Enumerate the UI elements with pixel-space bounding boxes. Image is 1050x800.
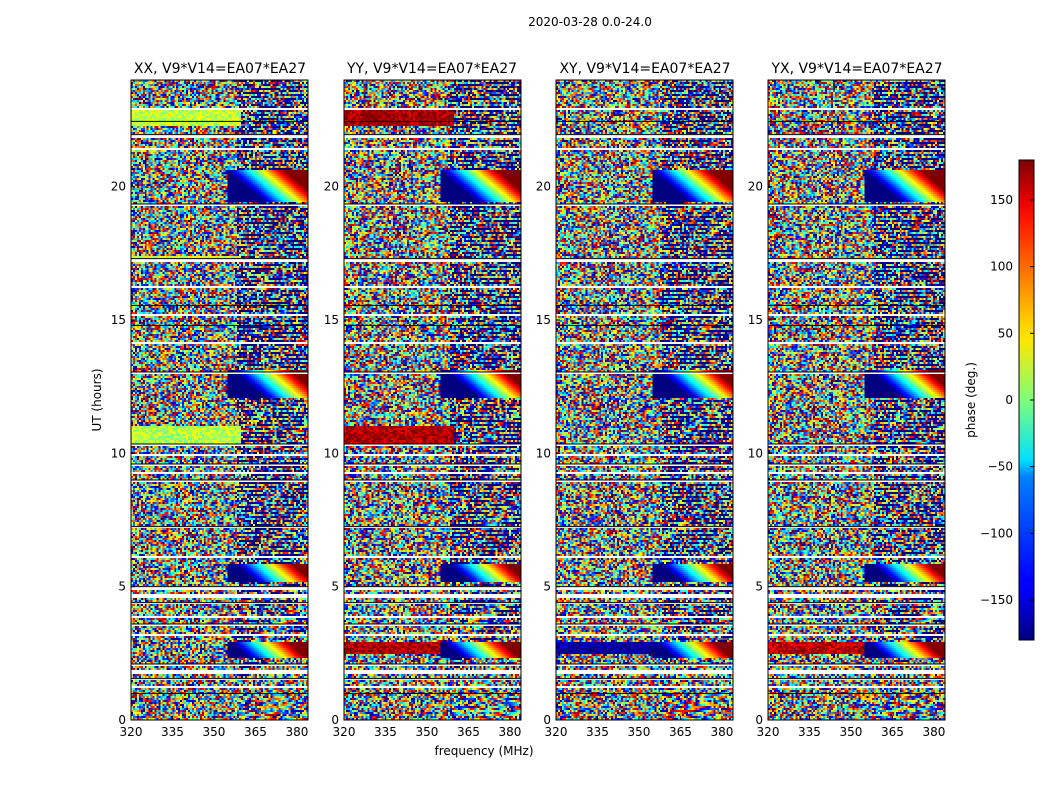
y-tick-label: 10 [111,446,126,460]
y-tick-label: 20 [324,180,339,194]
x-tick-label: 365 [244,725,267,739]
y-tick-label: 20 [111,180,126,194]
plot-frame-xy [555,79,734,721]
y-tick-label: 10 [324,446,339,460]
colorbar: 150 100 50 0 −50 −100 −150 phase (deg.) [964,159,1035,641]
panel-yy: YY, V9*V14=EA07*EA27 320 335 350 365 380 0 5 10… [324,61,522,739]
y-tick-label: 20 [536,180,551,194]
panel-title-xx: XX, V9*V14=EA07*EA27 [134,61,306,77]
y-tick-label: 5 [118,580,126,594]
x-tick-label: 380 [498,725,521,739]
y-tick-label: 15 [748,313,763,327]
y-tick-label: 15 [324,313,339,327]
x-tick-label: 380 [285,725,308,739]
figure-title: 2020-03-28 0.0-24.0 [528,15,652,29]
x-tick-label: 365 [669,725,692,739]
x-tick-label: 365 [457,725,480,739]
plot-frame-yy [343,79,522,721]
y-tick-label: 0 [755,713,763,727]
x-tick-label: 350 [840,725,863,739]
x-tick-label: 320 [545,725,568,739]
y-axis-label: UT (hours) [90,368,104,431]
x-tick-label: 350 [628,725,651,739]
x-tick-label: 380 [922,725,945,739]
x-tick-label: 350 [203,725,226,739]
panel-axes-yx: 320 335 350 365 380 0 5 10 15 20 [748,79,946,739]
x-tick-label: 320 [120,725,143,739]
colorbar-tick-label: −100 [980,526,1013,540]
colorbar-tick-label: 0 [1005,393,1013,407]
panel-axes-yy: 320 335 350 365 380 0 5 10 15 20 [324,79,522,739]
colorbar-tick-label: 50 [998,326,1013,340]
colorbar-ticks: 150 100 50 0 −50 −100 −150 [980,193,1034,607]
panel-yx: YX, V9*V14=EA07*EA27 320 335 350 365 380 0 5 10… [748,61,946,739]
x-tick-label: 320 [757,725,780,739]
y-tick-label: 20 [748,180,763,194]
x-tick-label: 350 [416,725,439,739]
x-tick-label: 380 [710,725,733,739]
y-tick-label: 10 [748,446,763,460]
phase-image-yx [768,80,945,720]
colorbar-tick-label: −50 [988,460,1013,474]
panel-xx: XX, V9*V14=EA07*EA27 320 335 350 365 380 0 5 10… [111,61,309,739]
y-tick-label: 0 [118,713,126,727]
colorbar-label: phase (deg.) [964,362,978,438]
y-tick-label: 15 [111,313,126,327]
panel-title-yy: YY, V9*V14=EA07*EA27 [346,61,517,77]
panel-axes-xx: 320 335 350 365 380 0 5 10 15 20 [111,79,309,739]
y-tick-label: 0 [543,713,551,727]
x-tick-label: 335 [798,725,821,739]
x-tick-label: 335 [374,725,397,739]
y-tick-label: 5 [755,580,763,594]
colorbar-tick-label: 100 [990,260,1013,274]
x-tick-label: 320 [333,725,356,739]
plot-frame-xx [130,79,309,721]
phase-image-xx [131,80,308,720]
panel-xy: XY, V9*V14=EA07*EA27 320 335 350 365 380 0 5 10… [536,61,734,739]
y-tick-label: 5 [331,580,339,594]
phase-image-yy [344,80,521,720]
y-tick-label: 5 [543,580,551,594]
y-tick-label: 0 [331,713,339,727]
x-tick-label: 335 [586,725,609,739]
colorbar-tick-label: 150 [990,193,1013,207]
x-axis-label: frequency (MHz) [434,744,533,758]
x-tick-label: 365 [881,725,904,739]
plot-frame-yx [767,79,946,721]
x-tick-label: 335 [161,725,184,739]
y-tick-label: 15 [536,313,551,327]
panel-title-xy: XY, V9*V14=EA07*EA27 [559,61,730,77]
panel-title-yx: YX, V9*V14=EA07*EA27 [770,61,942,77]
phase-image-xy [556,80,733,720]
y-tick-label: 10 [536,446,551,460]
colorbar-tick-label: −150 [980,593,1013,607]
panel-axes-xy: 320 335 350 365 380 0 5 10 15 20 [536,79,734,739]
